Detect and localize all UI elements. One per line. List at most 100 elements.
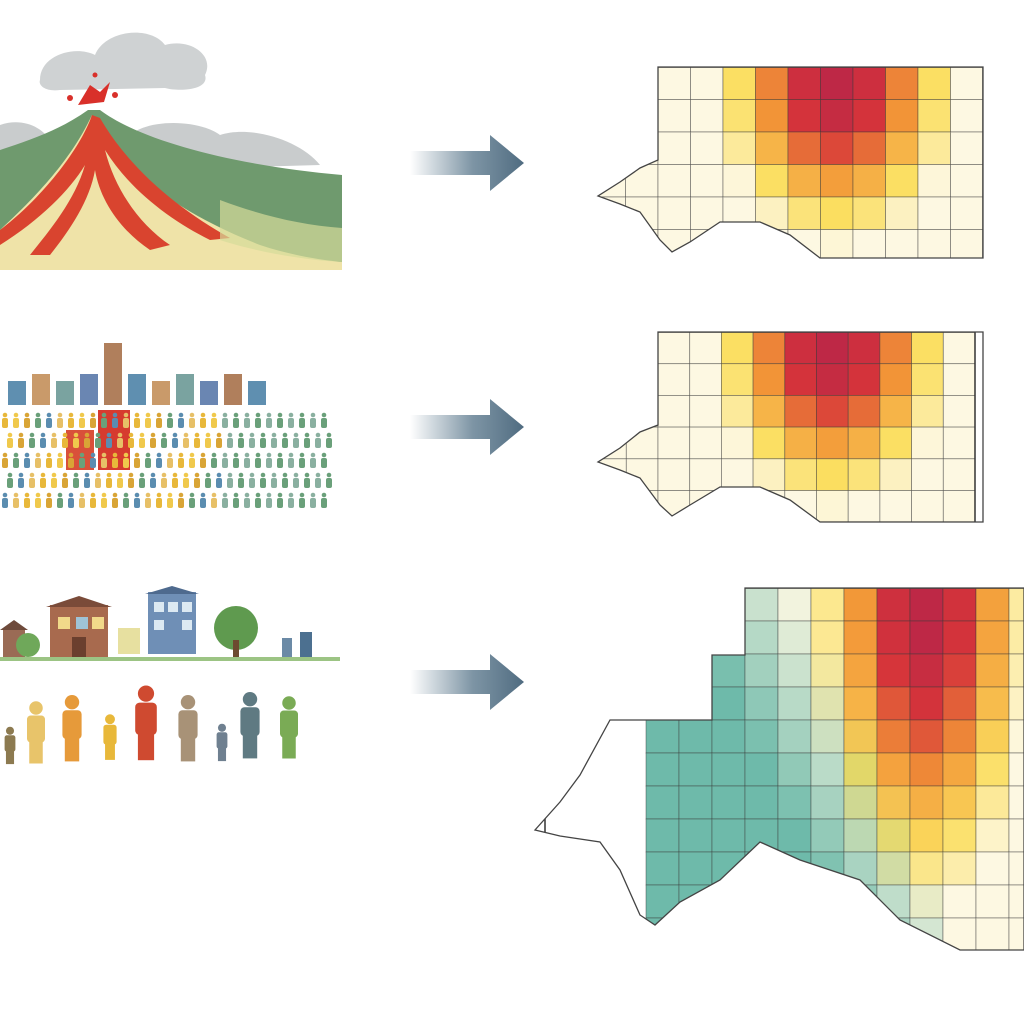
person-body <box>227 478 233 488</box>
person-body <box>2 418 8 428</box>
grid-cell <box>917 99 951 133</box>
grid-cell <box>879 426 913 460</box>
person-head <box>128 472 134 478</box>
person-head <box>293 432 299 438</box>
person-head <box>68 452 74 458</box>
person-body <box>178 498 184 508</box>
person-head <box>7 472 13 478</box>
person-head <box>24 412 30 418</box>
grid-cell <box>942 490 976 522</box>
person-head <box>13 492 19 498</box>
person-head <box>13 452 19 458</box>
person-body <box>189 458 195 468</box>
grid-cell <box>810 818 845 853</box>
grid-cell <box>563 332 595 364</box>
grid-cell <box>598 164 626 198</box>
grid-cell <box>744 620 779 655</box>
grid-cell <box>852 99 886 133</box>
person-body <box>288 498 294 508</box>
grid-cell <box>689 332 722 365</box>
building <box>80 374 98 405</box>
grid-cell <box>561 132 594 165</box>
grid-cell <box>598 394 627 428</box>
grid-cell <box>975 752 1010 787</box>
person-body <box>194 438 200 448</box>
person-head <box>145 412 151 418</box>
person-body <box>57 498 63 508</box>
person-body <box>29 438 35 448</box>
person-head <box>288 452 294 458</box>
person-body <box>244 458 250 468</box>
grid-cell <box>657 99 691 133</box>
grid-cell <box>816 490 849 522</box>
grid-cell <box>625 164 659 198</box>
person-body <box>101 458 107 468</box>
person-head <box>326 472 332 478</box>
person-body <box>222 458 228 468</box>
grid-cell <box>787 131 821 165</box>
person-body <box>106 478 112 488</box>
grid-cell <box>1008 653 1024 688</box>
person-body <box>57 458 63 468</box>
person-head <box>112 412 118 418</box>
person-head <box>68 412 74 418</box>
grid-cell <box>755 229 789 258</box>
grid-cell <box>711 818 746 853</box>
grid-cell <box>843 620 878 655</box>
person-head <box>51 472 57 478</box>
person-body <box>24 458 30 468</box>
grid-cell <box>784 394 817 428</box>
grid-cell <box>678 752 713 787</box>
grid-cell <box>777 785 812 820</box>
grid-cell <box>885 131 919 165</box>
arrows <box>410 135 524 710</box>
person-body <box>145 458 151 468</box>
person-body <box>255 418 261 428</box>
person-body <box>277 458 283 468</box>
person-body <box>7 478 13 488</box>
grid-cell <box>744 686 779 721</box>
person-body <box>244 498 250 508</box>
person-head <box>282 472 288 478</box>
grid-cell <box>678 917 713 950</box>
person-head <box>2 492 8 498</box>
grid-cell <box>657 426 691 460</box>
person-body <box>62 438 68 448</box>
person-head <box>46 412 52 418</box>
person-head <box>57 492 63 498</box>
person-head <box>211 492 217 498</box>
person-body <box>205 478 211 488</box>
grid-cell <box>711 851 746 886</box>
person-body <box>24 418 30 428</box>
grid-cell <box>911 426 944 460</box>
person-body <box>282 438 288 448</box>
person-head <box>222 492 228 498</box>
person-body <box>29 478 35 488</box>
person-head <box>105 714 115 725</box>
person-body <box>216 438 222 448</box>
person-head <box>145 452 151 458</box>
grid-cell <box>911 490 944 522</box>
grid-cell <box>942 332 976 365</box>
person-body <box>101 498 107 508</box>
grid-cell <box>1008 686 1024 721</box>
grid-cell <box>744 917 779 950</box>
grid-cell <box>625 196 659 230</box>
person-head <box>101 412 107 418</box>
person-head <box>244 492 250 498</box>
grid-cell <box>690 229 724 258</box>
person-head <box>156 492 162 498</box>
person-body <box>90 458 96 468</box>
person-body <box>112 498 118 508</box>
grid-cell <box>876 620 911 655</box>
grid-cell <box>816 458 849 491</box>
heat-grid <box>563 332 976 522</box>
grid-cell <box>942 917 977 950</box>
building <box>128 374 146 405</box>
person-body <box>211 418 217 428</box>
grid-cell <box>744 818 779 853</box>
grid-cell <box>755 164 789 198</box>
grid-cell <box>852 164 886 198</box>
person-head <box>178 452 184 458</box>
grid-cell <box>843 752 878 787</box>
